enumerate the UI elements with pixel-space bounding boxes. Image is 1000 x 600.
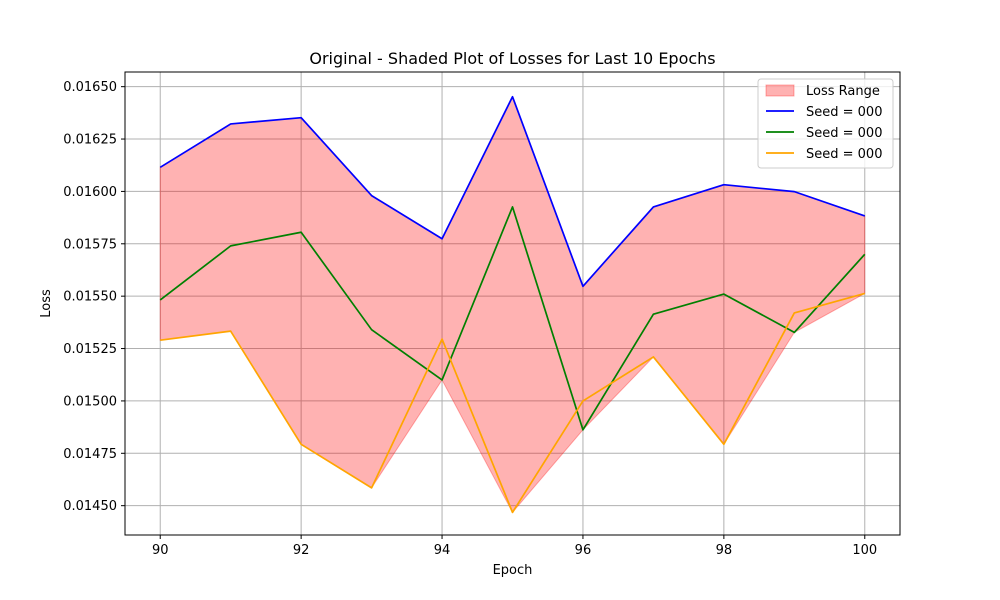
- y-tick-label-3: 0.01525: [63, 342, 117, 357]
- y-tick-label-8: 0.01650: [63, 80, 117, 95]
- y-axis-label: Loss: [39, 289, 54, 318]
- x-tick-label-2: 94: [434, 543, 451, 558]
- x-tick-label-4: 98: [716, 543, 733, 558]
- y-axis-ticks: 0.01450 0.01475 0.01500 0.01525 0.01550 0.015…: [63, 80, 125, 514]
- x-tick-label-5: 100: [852, 543, 877, 558]
- y-tick-label-1: 0.01475: [63, 447, 117, 462]
- grid: [125, 72, 900, 535]
- y-tick-label-5: 0.01575: [63, 237, 117, 252]
- legend-box: [757, 78, 894, 169]
- legend: Loss Range Seed = 000 Seed = 000 Seed = 000: [757, 78, 894, 169]
- series-lines: [159, 95, 866, 514]
- y-tick-label-4: 0.01550: [63, 290, 117, 305]
- y-tick-label-0: 0.01450: [63, 499, 117, 514]
- y-tick-label-7: 0.01625: [63, 133, 117, 148]
- x-tick-label-1: 92: [293, 543, 310, 558]
- x-tick-label-3: 96: [575, 543, 592, 558]
- legend-label-series-2: Seed = 000: [806, 147, 882, 162]
- y-tick-label-6: 0.01600: [63, 185, 117, 200]
- x-axis-ticks: 90 92 94 96 98 100: [152, 535, 877, 558]
- plot-frame: [124, 71, 901, 536]
- y-tick-label-2: 0.01500: [63, 394, 117, 409]
- x-axis-label: Epoch: [493, 563, 533, 578]
- series-line-0: [159, 95, 866, 288]
- legend-label-band: Loss Range: [806, 84, 880, 99]
- chart-title: Original - Shaded Plot of Losses for Las…: [309, 49, 715, 68]
- x-tick-label-0: 90: [152, 543, 169, 558]
- legend-label-series-0: Seed = 000: [806, 105, 882, 120]
- legend-swatch-band: [765, 84, 795, 97]
- series-line-1: [159, 206, 866, 431]
- legend-label-series-1: Seed = 000: [806, 126, 882, 141]
- series-line-2: [160, 292, 865, 514]
